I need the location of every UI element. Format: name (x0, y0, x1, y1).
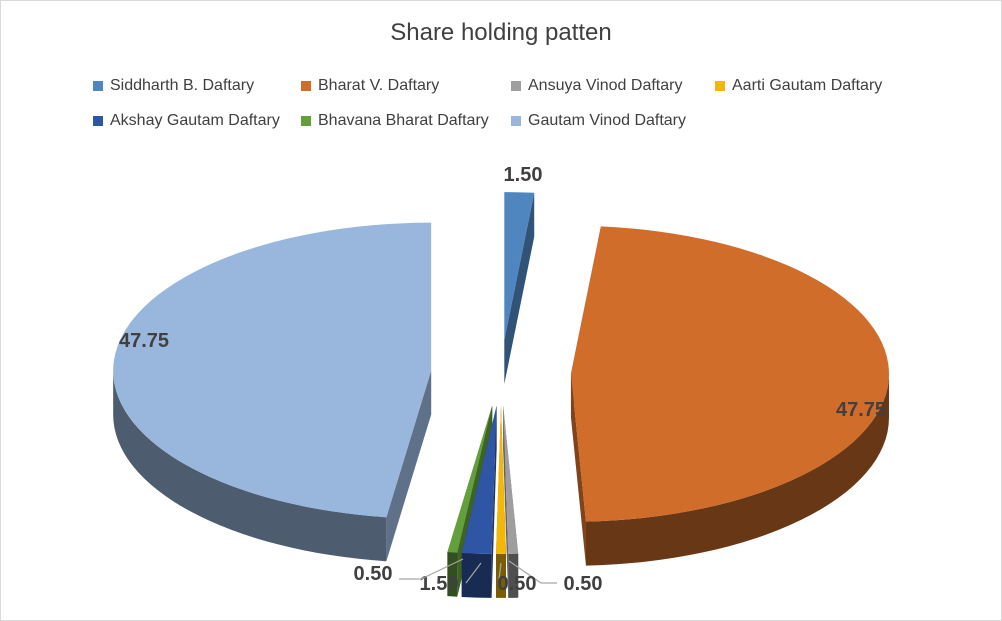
legend-swatch (93, 116, 103, 126)
pie-slice-rim (496, 553, 506, 598)
legend-swatch (511, 116, 521, 126)
legend-label: Ansuya Vinod Daftary (528, 77, 683, 94)
legend-label: Aarti Gautam Daftary (732, 77, 883, 94)
data-label: 1.50 (420, 573, 459, 595)
pie-slice-side (113, 370, 432, 562)
legend-item: Akshay Gautam Daftary (93, 112, 280, 130)
pie-slice-wall (447, 405, 493, 597)
data-label: 47.75 (119, 330, 169, 352)
legend-swatch (715, 81, 725, 91)
pie-slice-rim (585, 373, 889, 566)
pie-slice-rim (113, 370, 387, 562)
pie-slice-2 (503, 405, 519, 554)
leader-line (465, 562, 482, 584)
legend-label: Bharat V. Daftary (318, 77, 440, 94)
legend-item: Aarti Gautam Daftary (715, 77, 882, 95)
data-label: 0.50 (354, 563, 393, 585)
legend-swatch (93, 81, 103, 91)
pie-slice-rim (461, 552, 492, 598)
leader-line (508, 560, 557, 584)
legend-item: Bharat V. Daftary (301, 77, 439, 95)
leader-line (498, 562, 502, 580)
pie-slice-6 (113, 222, 432, 518)
pie-slice-wall (570, 373, 586, 566)
pie-slice-rim (508, 553, 519, 598)
legend-label: Siddharth B. Daftary (110, 77, 255, 94)
pie-slice-wall (386, 370, 432, 562)
legend-item: Bhavana Bharat Daftary (301, 112, 489, 130)
data-label: 0.50 (564, 573, 603, 595)
data-label: 1.50 (504, 164, 543, 186)
legend-label: Akshay Gautam Daftary (110, 112, 280, 129)
legend-swatch (301, 116, 311, 126)
legend-swatch (511, 81, 521, 91)
pie-slice-wall (504, 192, 535, 385)
legend-label: Bhavana Bharat Daftary (318, 112, 489, 129)
data-label: 47.75 (836, 399, 886, 421)
legend-swatch (301, 81, 311, 91)
chart-title: Share holding patten (390, 19, 612, 46)
chart-legend: Siddharth B. Daftary Bharat V. Daftary Ans… (1, 1, 1001, 141)
pie-slice-4 (461, 405, 497, 554)
pie-slice-0 (504, 192, 535, 341)
legend-item: Ansuya Vinod Daftary (511, 77, 682, 95)
leader-line (399, 558, 464, 580)
pie-slice-3 (496, 405, 506, 554)
pie-slice-1 (570, 226, 889, 522)
legend-label: Gautam Vinod Daftary (528, 112, 687, 129)
pie-slice-wall (503, 405, 509, 598)
legend-item: Siddharth B. Daftary (93, 77, 254, 95)
pie-slice-side (504, 192, 535, 385)
data-label: 0.50 (498, 573, 537, 595)
legend-item: Gautam Vinod Daftary (511, 112, 686, 130)
pie-slice-5 (447, 405, 493, 553)
